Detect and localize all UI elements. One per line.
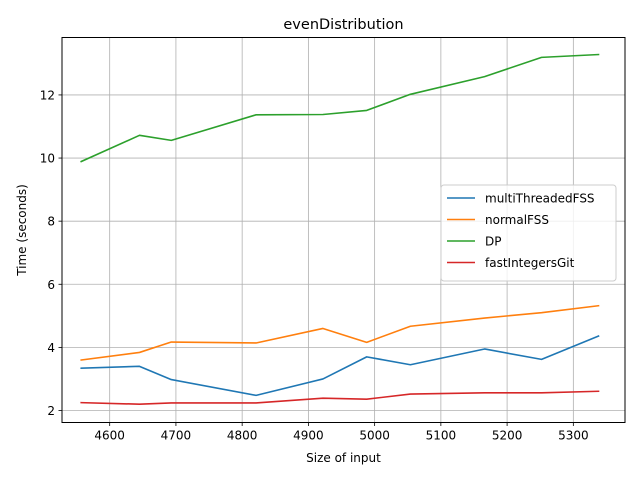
series-line-multiThreadedFSS [80,334,600,397]
x-tick-label: 4900 [293,429,324,443]
legend: multiThreadedFSS normalFSS DP fastIntegersG… [440,184,617,282]
y-tick-label: 10 [40,152,55,166]
legend-label-DP: DP [485,235,501,249]
series-line-fastIntegersGit [80,390,600,406]
y-tick-label: 2 [47,404,55,418]
x-tick-label: 4800 [227,429,258,443]
legend-box [440,184,617,282]
legend-label-normalFSS: normalFSS [485,213,549,227]
y-tick-label: 12 [40,88,55,102]
axis-ticks: 4600 4700 4800 4900 5000 5100 5200 5300 2 4 6 8 10 12 [40,88,589,442]
plot-frame [61,37,626,423]
legend-label-multiThreadedFSS: multiThreadedFSS [485,192,595,206]
y-tick-label: 6 [47,278,55,292]
x-tick-label: 5300 [558,429,589,443]
x-tick-label: 4600 [94,429,125,443]
y-tick-label: 8 [47,215,55,229]
series-lines [80,53,600,406]
y-axis-title: Time (seconds) [15,184,29,277]
chart-title: evenDistribution [283,17,403,33]
x-tick-label: 5000 [359,429,390,443]
x-axis-title: Size of input [306,451,381,465]
y-tick-label: 4 [47,341,55,355]
x-tick-label: 5100 [426,429,457,443]
x-tick-label: 4700 [161,429,192,443]
series-line-DP [80,53,600,163]
series-line-normalFSS [80,304,600,361]
legend-label-fastIntegersGit: fastIntegersGit [485,256,575,270]
x-tick-label: 5200 [492,429,523,443]
